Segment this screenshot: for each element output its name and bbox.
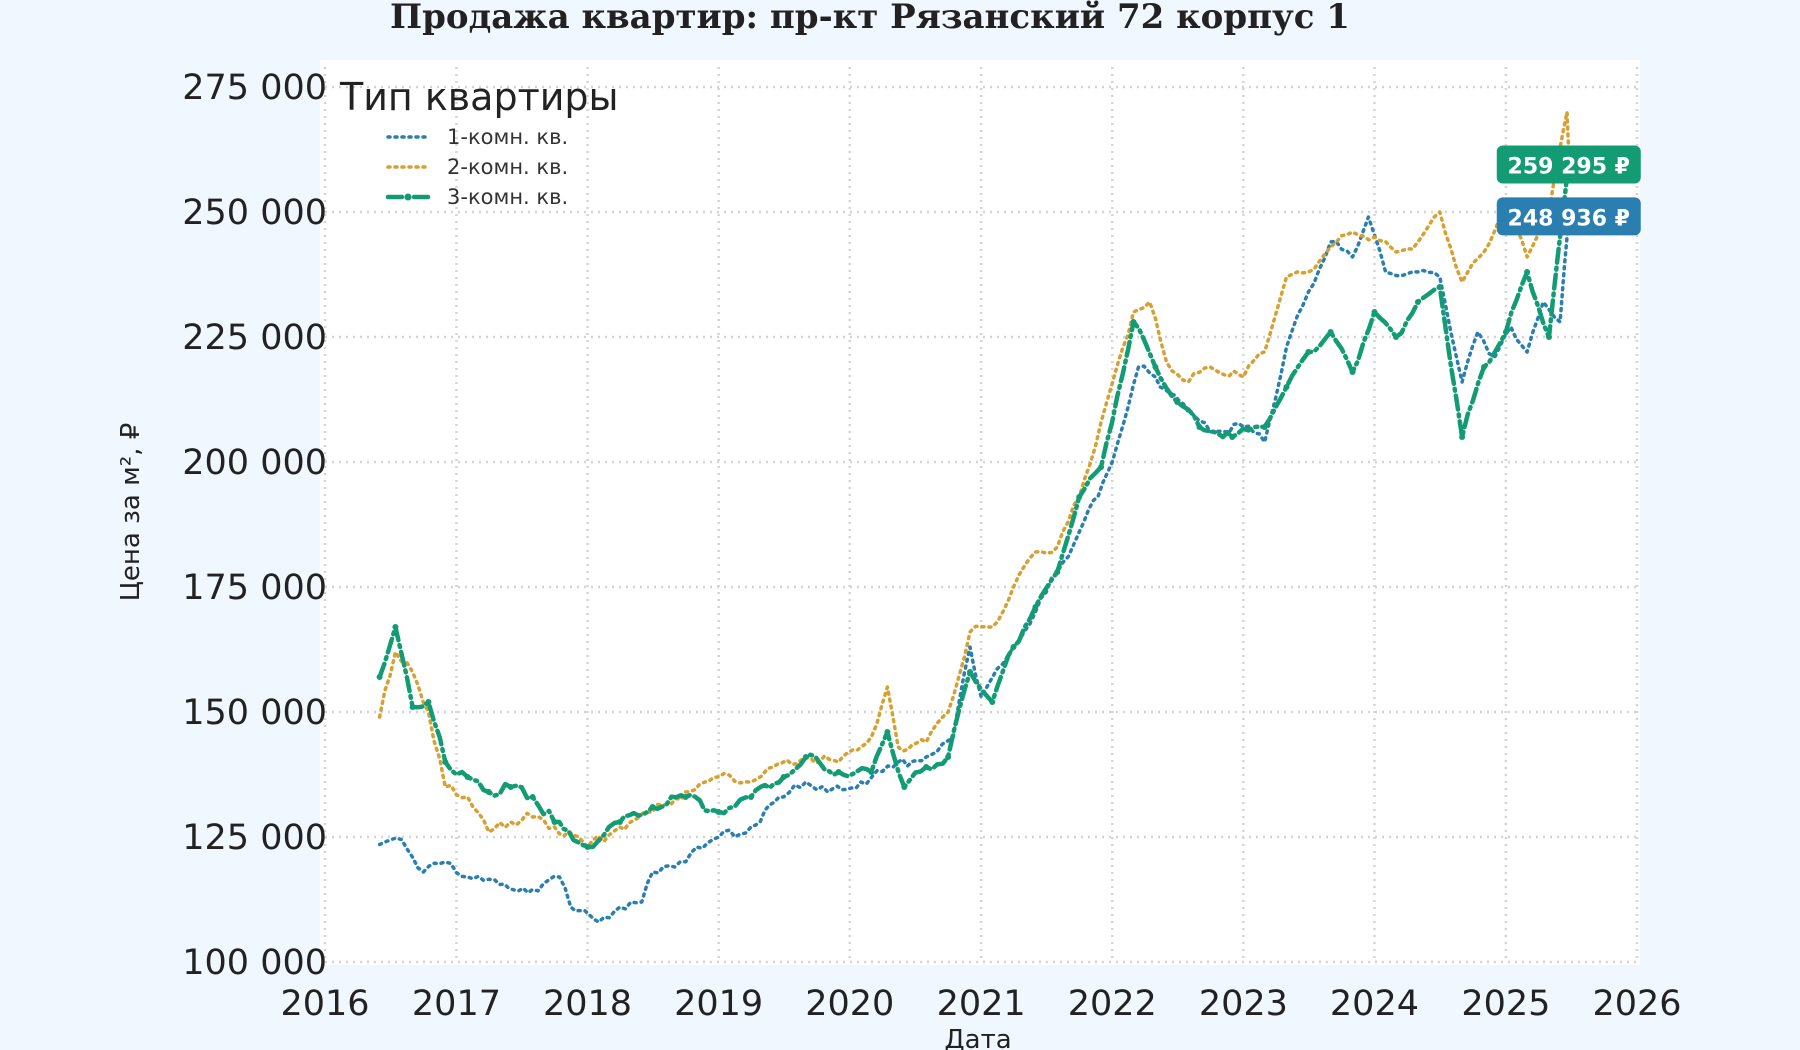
value-badges: 248 936 ₽ 259 295 ₽ — [1496, 145, 1641, 236]
y-tick-label: 250 000 — [182, 193, 327, 233]
x-tick-label: 2019 — [674, 984, 763, 1024]
legend-label-2: 2-комн. кв. — [447, 155, 568, 179]
series-point — [1261, 424, 1268, 430]
legend-label-3: 3-комн. кв. — [447, 185, 568, 209]
series-point — [884, 729, 891, 735]
series-point — [464, 774, 471, 780]
x-tick-label: 2022 — [1068, 984, 1157, 1024]
series-point — [1054, 569, 1061, 575]
y-tick-label: 175 000 — [182, 568, 327, 608]
series-point — [1371, 309, 1378, 315]
series-point — [1098, 464, 1105, 470]
y-ticks: 100 000 125 000 150 000 175 000 200 000 225 0… — [182, 68, 327, 983]
series-point — [780, 774, 787, 780]
series-point — [1436, 284, 1443, 290]
value-badge-label-3: 259 295 ₽ — [1508, 155, 1630, 180]
x-tick-label: 2026 — [1592, 984, 1681, 1024]
x-tick-label: 2020 — [805, 984, 894, 1024]
series-point — [1393, 334, 1399, 340]
series-point — [649, 804, 656, 810]
series-point — [507, 784, 514, 790]
y-axis-label: Цена за м², ₽ — [116, 423, 146, 602]
series-point — [748, 794, 754, 800]
x-tick-label: 2017 — [412, 984, 501, 1024]
legend: Тип квартиры 1-комн. кв. 2-комн. кв. 3-ком… — [339, 75, 619, 209]
series-point — [485, 789, 492, 795]
plot-area — [320, 60, 1640, 965]
series-line-2 — [377, 110, 1571, 849]
series-point — [1327, 329, 1334, 335]
series-point — [1229, 434, 1236, 440]
series-point — [392, 624, 399, 630]
series-point — [715, 809, 722, 815]
series-point — [1349, 369, 1356, 375]
value-badge-label-1: 248 936 ₽ — [1508, 206, 1630, 231]
series-point — [1414, 299, 1421, 305]
series-point — [1174, 399, 1181, 405]
y-tick-label: 275 000 — [182, 68, 327, 108]
series-point — [425, 699, 432, 705]
legend-label-1: 1-комн. кв. — [447, 125, 568, 149]
x-tick-label: 2018 — [543, 984, 632, 1024]
series-point — [802, 754, 809, 760]
chart-title: Продажа квартир: пр-кт Рязанский 72 корп… — [390, 0, 1350, 37]
series-point — [1076, 494, 1083, 500]
x-axis-label: Дата — [944, 1025, 1011, 1050]
legend-swatch-point — [404, 193, 412, 201]
legend-title: Тип квартиры — [339, 75, 619, 119]
series-point — [1502, 329, 1509, 335]
y-tick-label: 200 000 — [182, 443, 327, 483]
series-point — [1010, 644, 1017, 650]
series-point — [616, 819, 623, 825]
series-point — [967, 669, 973, 675]
x-ticks: 2016 2017 2018 2019 2020 2021 2022 2023 2024 2025… — [280, 984, 1681, 1024]
series-point — [835, 769, 842, 775]
series-point — [923, 764, 930, 770]
series-point — [529, 794, 536, 800]
x-tick-label: 2023 — [1199, 984, 1288, 1024]
series-point — [1032, 604, 1039, 610]
series-point — [682, 794, 689, 800]
series-point — [1524, 269, 1531, 275]
x-tick-label: 2025 — [1461, 984, 1550, 1024]
series-point — [1481, 364, 1487, 370]
series-point — [1130, 319, 1137, 325]
series-point — [989, 699, 996, 705]
grid — [323, 67, 1639, 964]
value-badge-1 — [1496, 197, 1641, 236]
series-point — [1283, 384, 1290, 390]
series-point — [868, 769, 875, 775]
y-tick-label: 125 000 — [182, 818, 327, 858]
x-tick-label: 2016 — [280, 984, 369, 1024]
series-line-1 — [377, 215, 1571, 924]
series-point — [551, 819, 558, 825]
y-tick-label: 150 000 — [182, 693, 327, 733]
series-group — [376, 110, 1572, 924]
series-point — [1459, 434, 1466, 440]
x-tick-label: 2024 — [1330, 984, 1419, 1024]
series-point — [584, 844, 591, 850]
series-point — [945, 754, 952, 760]
series-point — [376, 674, 383, 680]
series-point — [1546, 334, 1552, 340]
x-tick-label: 2021 — [937, 984, 1026, 1024]
value-badge-3 — [1496, 145, 1641, 184]
y-tick-label: 225 000 — [182, 318, 327, 358]
y-tick-label: 100 000 — [182, 943, 327, 983]
series-point — [901, 784, 908, 790]
series-point — [409, 704, 416, 710]
series-point — [1305, 349, 1312, 355]
series-point — [442, 759, 449, 765]
series-point — [1196, 424, 1203, 430]
series-point — [1152, 364, 1159, 370]
